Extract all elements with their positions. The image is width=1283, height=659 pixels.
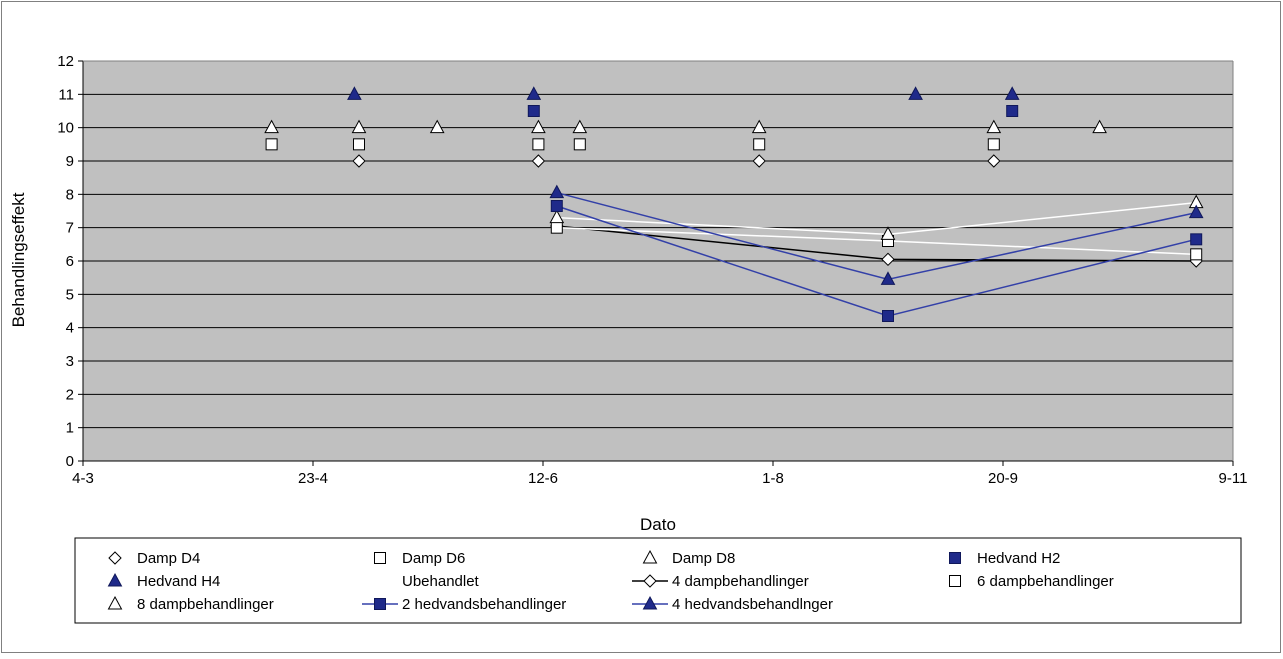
- series-7-point: [550, 221, 563, 234]
- y-tick-label: 6: [66, 253, 74, 270]
- legend-marker-swatch: [374, 598, 386, 610]
- legend-label: Hedvand H2: [977, 550, 1060, 567]
- series-4-point: [347, 86, 362, 100]
- legend-item-8: 8 dampbehandlinger: [97, 595, 274, 613]
- series-4-point: [908, 86, 923, 100]
- legend-marker-swatch: [108, 551, 122, 565]
- series-8-point: [549, 209, 565, 224]
- series-1-point: [987, 138, 1000, 151]
- series-2-point: [264, 119, 279, 134]
- y-tick-label: 2: [66, 386, 74, 403]
- legend-item-10: 4 hedvandsbehandlnger: [632, 595, 833, 613]
- x-axis-title: Dato: [640, 515, 676, 534]
- legend-label: 8 dampbehandlinger: [137, 596, 274, 613]
- series-10-point: [549, 184, 565, 199]
- series-0-point: [752, 154, 766, 168]
- legend-item-6: 4 dampbehandlinger: [632, 573, 809, 590]
- series-9-point: [1190, 233, 1203, 246]
- series-0-point: [531, 154, 546, 168]
- series-2-point: [986, 119, 1002, 134]
- legend-marker-swatch: [107, 595, 123, 610]
- y-tick-label: 8: [66, 186, 74, 203]
- legend-item-4: Hedvand H4: [107, 572, 220, 590]
- legend-item-5: Ubehandlet: [402, 573, 480, 590]
- series-1-point: [265, 138, 278, 151]
- legend-label: 6 dampbehandlinger: [977, 573, 1114, 590]
- legend-items: Damp D4 Damp D6 Damp D8 Hedvand H2 Hedvand H…: [97, 549, 1114, 613]
- legend: Damp D4 Damp D6 Damp D8 Hedvand H2 Hedvand H…: [74, 537, 1242, 624]
- y-tick-label: 3: [66, 353, 74, 370]
- legend-marker-swatch: [374, 552, 386, 564]
- series-2-point: [429, 119, 445, 134]
- legend-marker-swatch: [107, 572, 123, 587]
- series-markers: [264, 86, 1204, 322]
- legend-marker-swatch: [949, 552, 961, 564]
- x-tick-label: 9-11: [1219, 470, 1248, 487]
- y-tick-label: 9: [66, 153, 74, 170]
- axes: [78, 60, 1234, 466]
- series-0-point: [352, 154, 366, 168]
- legend-label: 4 dampbehandlinger: [672, 573, 809, 590]
- series-9-point: [882, 310, 894, 322]
- series-1-point: [753, 138, 766, 151]
- y-tick-label: 11: [58, 86, 74, 103]
- legend-item-2: Damp D8: [642, 549, 735, 567]
- legend-marker-swatch: [643, 574, 657, 588]
- legend-marker-swatch: [949, 575, 961, 587]
- legend-label: Hedvand H4: [137, 573, 220, 590]
- legend-label: Damp D6: [402, 550, 465, 567]
- series-3-point: [527, 105, 540, 117]
- series-10-point: [1188, 204, 1204, 219]
- y-tick-label: 4: [66, 320, 74, 337]
- series-1-point: [573, 138, 586, 151]
- series-2-point: [572, 119, 588, 134]
- series-2-point: [1092, 119, 1107, 134]
- series-7-point: [1190, 248, 1203, 261]
- x-tick-labels: 4-3 23-4 12-6 1-8 20-9 9-11: [72, 470, 1247, 487]
- x-tick-label: 12-6: [528, 470, 558, 487]
- legend-label: Damp D8: [672, 550, 735, 567]
- legend-item-3: Hedvand H2: [949, 550, 1060, 567]
- x-tick-label: 23-4: [298, 470, 328, 487]
- legend-item-9: 2 hedvandsbehandlinger: [362, 596, 566, 613]
- series-0-point: [987, 154, 1001, 168]
- y-axis-title: Behandlingseffekt: [9, 192, 28, 327]
- y-tick-label: 1: [66, 420, 74, 437]
- x-tick-label: 4-3: [72, 470, 94, 487]
- legend-label: 4 hedvandsbehandlnger: [672, 596, 833, 613]
- series-10-point: [880, 271, 896, 285]
- legend-marker-swatch: [642, 595, 658, 610]
- y-tick-label: 5: [66, 286, 74, 303]
- series-3-point: [1006, 105, 1019, 117]
- legend-item-1: Damp D6: [374, 550, 465, 567]
- x-tick-label: 20-9: [988, 470, 1018, 487]
- series-4-point: [526, 86, 542, 100]
- series-4-point: [1004, 86, 1020, 100]
- legend-item-0: Damp D4: [108, 550, 200, 567]
- y-tick-label: 7: [66, 220, 74, 237]
- series-6-point: [881, 252, 895, 267]
- legend-label: Damp D4: [137, 550, 200, 567]
- series-1-point: [353, 138, 365, 151]
- y-tick-label: 10: [57, 120, 74, 137]
- series-8-point: [880, 226, 896, 240]
- y-tick-label: 0: [66, 453, 74, 470]
- x-tick-label: 1-8: [762, 470, 784, 487]
- legend-label: 2 hedvandsbehandlinger: [402, 596, 566, 613]
- series-1-point: [532, 138, 545, 151]
- series-9-point: [550, 200, 563, 212]
- legend-label: Ubehandlet: [402, 573, 480, 590]
- series-2-point: [751, 119, 767, 134]
- legend-marker-swatch: [642, 549, 658, 564]
- series-2-point: [351, 119, 367, 134]
- legend-item-7: 6 dampbehandlinger: [937, 573, 1114, 590]
- series-2-point: [531, 119, 546, 134]
- y-tick-label: 12: [57, 53, 74, 70]
